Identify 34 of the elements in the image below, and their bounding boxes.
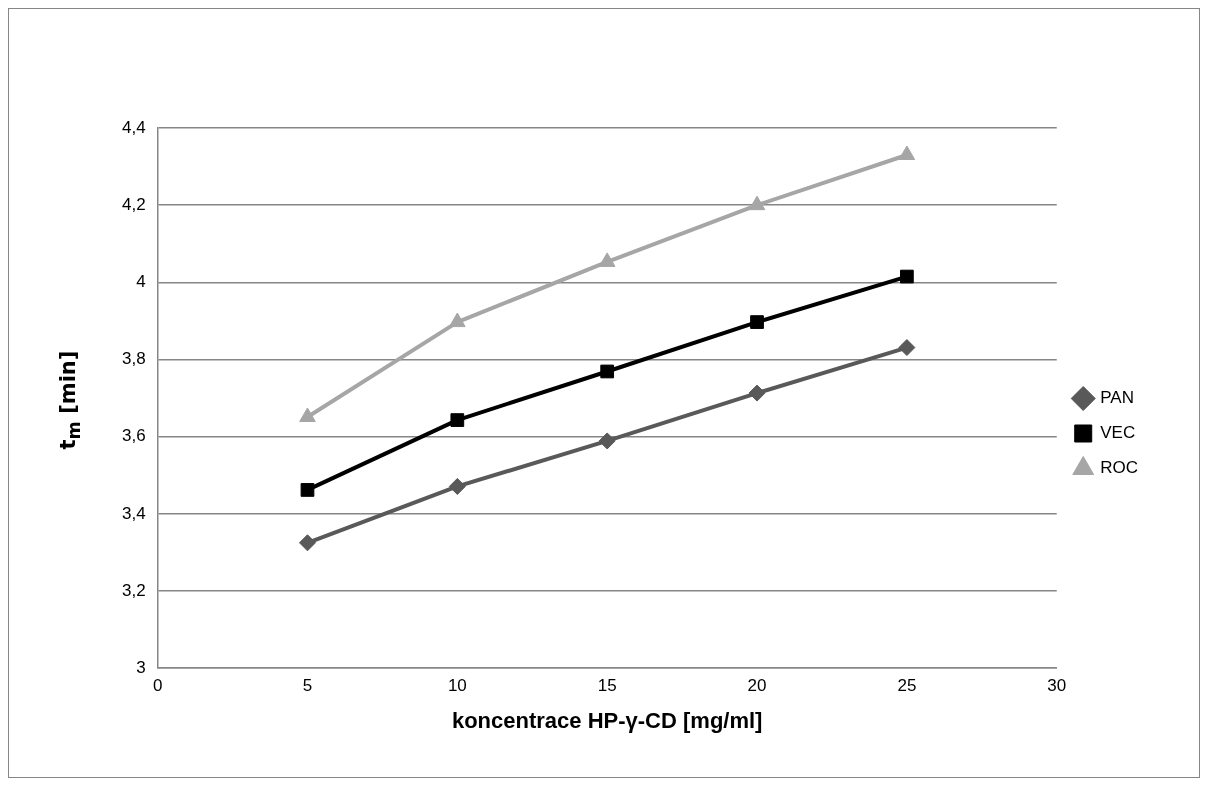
y-tick-label: 3,4 — [121, 503, 146, 523]
x-tick-label: 20 — [747, 676, 767, 696]
point — [450, 413, 465, 427]
x-tick-label: 30 — [1047, 676, 1067, 696]
point — [298, 534, 316, 552]
y-tick-label: 3,2 — [121, 580, 146, 600]
point — [750, 315, 764, 329]
point — [898, 145, 916, 161]
point — [748, 384, 766, 402]
y-tick-label: 3,6 — [121, 426, 146, 446]
y-tick-label: 4 — [136, 272, 146, 292]
point — [598, 252, 616, 267]
point — [748, 195, 766, 211]
x-tick-label: 10 — [447, 676, 467, 696]
legend-label: ROC — [1100, 458, 1138, 478]
x-tick-label: 15 — [597, 676, 617, 696]
point — [448, 477, 466, 495]
point — [898, 339, 916, 357]
point — [300, 483, 315, 497]
point — [598, 432, 616, 450]
y-tick-label: 3 — [136, 657, 146, 677]
point — [299, 407, 316, 423]
x-tick-label: 0 — [152, 676, 163, 696]
x-tick-label: 25 — [897, 676, 917, 696]
point — [600, 364, 615, 379]
legend-label: VEC — [1100, 423, 1136, 443]
x-axis-title: koncentrace HP-γ-CD [mg/ml] — [451, 707, 763, 733]
y-tick-label: 4,4 — [121, 117, 146, 137]
point — [900, 269, 914, 284]
y-tick-label: 4,2 — [121, 194, 146, 214]
legend-label: PAN — [1100, 388, 1134, 408]
y-tick-label: 3,8 — [121, 349, 146, 369]
x-tick-label: 5 — [302, 676, 313, 696]
point — [449, 312, 466, 328]
